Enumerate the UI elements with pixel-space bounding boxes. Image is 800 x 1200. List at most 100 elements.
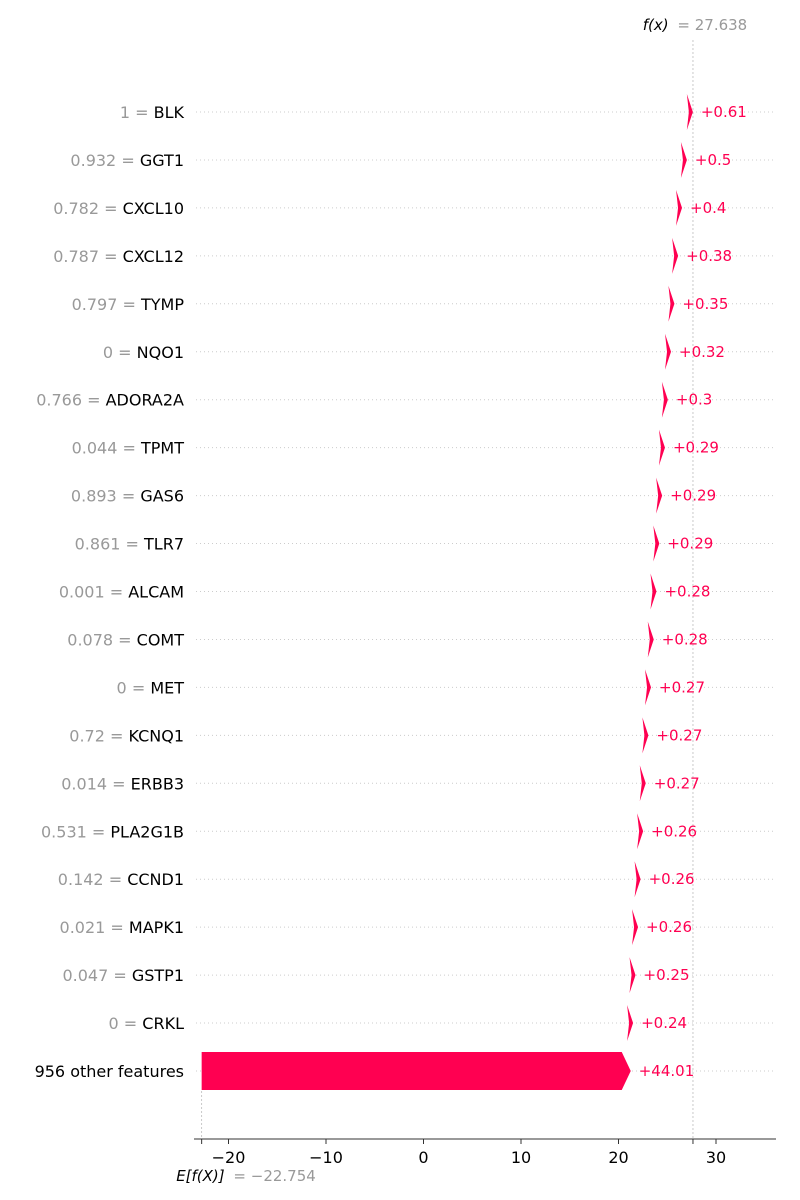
feature-label: 0.044 = TPMT (72, 439, 185, 458)
contribution-label: +0.29 (673, 439, 719, 457)
contribution-bar (642, 717, 649, 754)
feature-value: 1 = (120, 103, 154, 122)
feature-value: 0 = (117, 678, 151, 697)
contribution-label: +0.27 (656, 726, 702, 744)
contribution-label: +0.26 (646, 918, 692, 936)
expected-value-number: = −22.754 (233, 1167, 315, 1185)
feature-label: 0.893 = GAS6 (71, 487, 184, 506)
feature-name: ADORA2A (106, 391, 184, 410)
feature-label: 956 other features (35, 1062, 184, 1081)
feature-label: 0.787 = CXCL12 (53, 247, 184, 266)
feature-value: 0.142 = (58, 870, 127, 889)
contribution-label: +0.27 (654, 774, 700, 792)
contribution-label: +0.26 (649, 870, 695, 888)
feature-label: 0.047 = GSTP1 (62, 966, 184, 985)
expected-value-prefix: E[f(X)] (176, 1167, 225, 1185)
feature-name: COMT (137, 630, 185, 649)
contribution-bar (668, 285, 675, 322)
feature-label: 0.782 = CXCL10 (53, 199, 184, 218)
contribution-label: +0.27 (659, 678, 705, 696)
feature-name: CCND1 (127, 870, 184, 889)
contribution-bar (680, 141, 687, 178)
expected-value-label: E[f(X)] = −22.754 (176, 1167, 316, 1185)
feature-label: 0.001 = ALCAM (59, 583, 184, 602)
feature-value: 0.893 = (71, 487, 140, 506)
feature-name: MAPK1 (129, 918, 184, 937)
contribution-bar (637, 813, 644, 850)
feature-label: 1 = BLK (120, 103, 185, 122)
feature-value: 0.72 = (69, 726, 128, 745)
feature-label: 0 = CRKL (109, 1014, 185, 1033)
feature-value: 0 = (109, 1014, 143, 1033)
feature-value: 0.932 = (70, 151, 139, 170)
feature-value: 0.014 = (61, 774, 130, 793)
x-axis: −20 −10 0 10 20 30 (194, 1138, 776, 1167)
feature-value: 0.861 = (75, 535, 144, 554)
contribution-label: +44.01 (639, 1062, 695, 1080)
feature-value: 0.766 = (36, 391, 105, 410)
contribution-label: +0.61 (701, 103, 747, 121)
contribution-bar (676, 189, 683, 226)
x-tick-label: 20 (608, 1148, 628, 1167)
contribution-label: +0.26 (651, 822, 697, 840)
contribution-bar (665, 333, 672, 370)
contribution-label: +0.29 (670, 487, 716, 505)
contribution-bar (201, 1052, 631, 1090)
feature-name: KCNQ1 (128, 726, 184, 745)
contribution-label: +0.35 (682, 295, 728, 313)
contribution-bar (658, 429, 665, 466)
contribution-bar (653, 525, 660, 562)
feature-name: BLK (154, 103, 185, 122)
feature-name: TLR7 (143, 535, 184, 554)
x-tick-label: −10 (309, 1148, 343, 1167)
contribution-label: +0.29 (667, 535, 713, 553)
feature-label: 0.766 = ADORA2A (36, 391, 184, 410)
contribution-bar (686, 94, 693, 130)
contribution-bar (661, 381, 668, 418)
feature-value: 0.047 = (62, 966, 131, 985)
feature-value: 0.531 = (41, 822, 110, 841)
contribution-bar (632, 909, 639, 946)
feature-label: 0.078 = COMT (67, 630, 184, 649)
contribution-bar (645, 669, 652, 706)
contribution-label: +0.4 (690, 199, 726, 217)
contribution-bar (656, 477, 663, 514)
feature-name: GSTP1 (132, 966, 184, 985)
contribution-label: +0.38 (686, 247, 732, 265)
feature-name: MET (150, 678, 184, 697)
feature-name: CRKL (142, 1014, 184, 1033)
feature-label: 0.797 = TYMP (72, 295, 185, 314)
output-value-number: = 27.638 (677, 16, 747, 34)
contribution-label: +0.28 (664, 583, 710, 601)
contribution-label: +0.5 (695, 151, 731, 169)
contribution-bar (634, 861, 641, 898)
feature-label: 0.932 = GGT1 (70, 151, 184, 170)
contribution-bars: +0.61 +0.5 +0.4 +0.38 +0.35 +0.32 +0.3 +0.29 +0.… (201, 94, 747, 1090)
contribution-label: +0.3 (676, 391, 712, 409)
contribution-bar (650, 573, 657, 610)
contribution-bar (647, 621, 654, 658)
feature-name: ERBB3 (131, 774, 184, 793)
contribution-bar (672, 237, 679, 274)
feature-name: TPMT (140, 439, 184, 458)
feature-name: PLA2G1B (110, 822, 184, 841)
output-value-prefix: f(x) (643, 16, 669, 34)
contribution-label: +0.32 (679, 343, 725, 361)
feature-label: 0.142 = CCND1 (58, 870, 184, 889)
x-tick-label: −20 (212, 1148, 246, 1167)
contribution-label: +0.24 (641, 1014, 687, 1032)
feature-name: ALCAM (128, 583, 184, 602)
feature-name: CXCL10 (123, 199, 184, 218)
output-value-label: f(x) = 27.638 (643, 16, 747, 34)
feature-value: 0.044 = (72, 439, 141, 458)
feature-label: 0 = NQO1 (103, 343, 184, 362)
x-tick-label: 30 (706, 1148, 726, 1167)
feature-name: 956 other features (35, 1062, 184, 1081)
feature-name: GAS6 (140, 487, 184, 506)
contribution-bar (629, 957, 636, 994)
feature-value: 0.078 = (67, 630, 136, 649)
feature-value: 0.797 = (72, 295, 141, 314)
contribution-label: +0.28 (662, 630, 708, 648)
feature-label: 0.531 = PLA2G1B (41, 822, 184, 841)
feature-value: 0.021 = (60, 918, 129, 937)
